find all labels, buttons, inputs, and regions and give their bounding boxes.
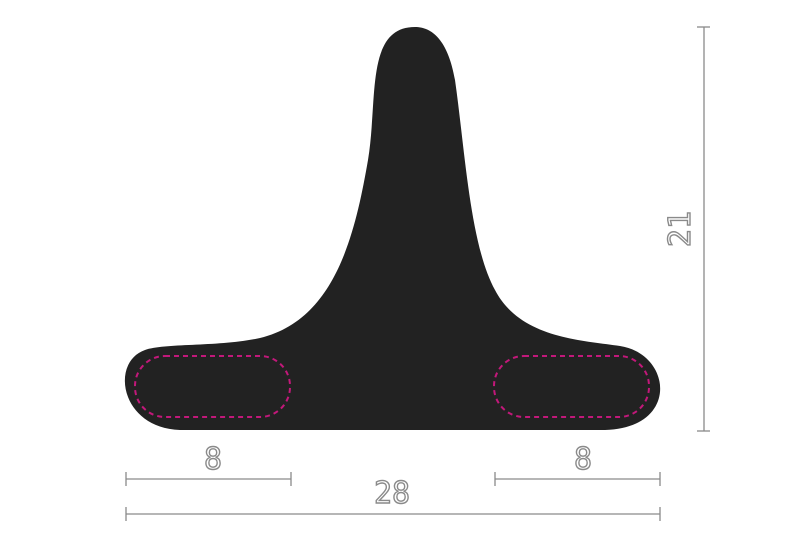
height-label: 21: [663, 211, 698, 247]
left-width-dimension: 8: [125, 441, 292, 486]
right-width-dimension: 8: [494, 441, 661, 486]
left-width-label: 8: [204, 442, 222, 477]
left-dashed-zone: [134, 355, 291, 418]
right-dashed-zone: [493, 355, 650, 418]
right-width-label: 8: [574, 442, 592, 477]
t-shape-body: [124, 27, 661, 430]
total-width-label: 28: [374, 476, 410, 511]
total-width-dimension: 28: [125, 475, 661, 521]
height-dimension: 21: [662, 26, 710, 432]
